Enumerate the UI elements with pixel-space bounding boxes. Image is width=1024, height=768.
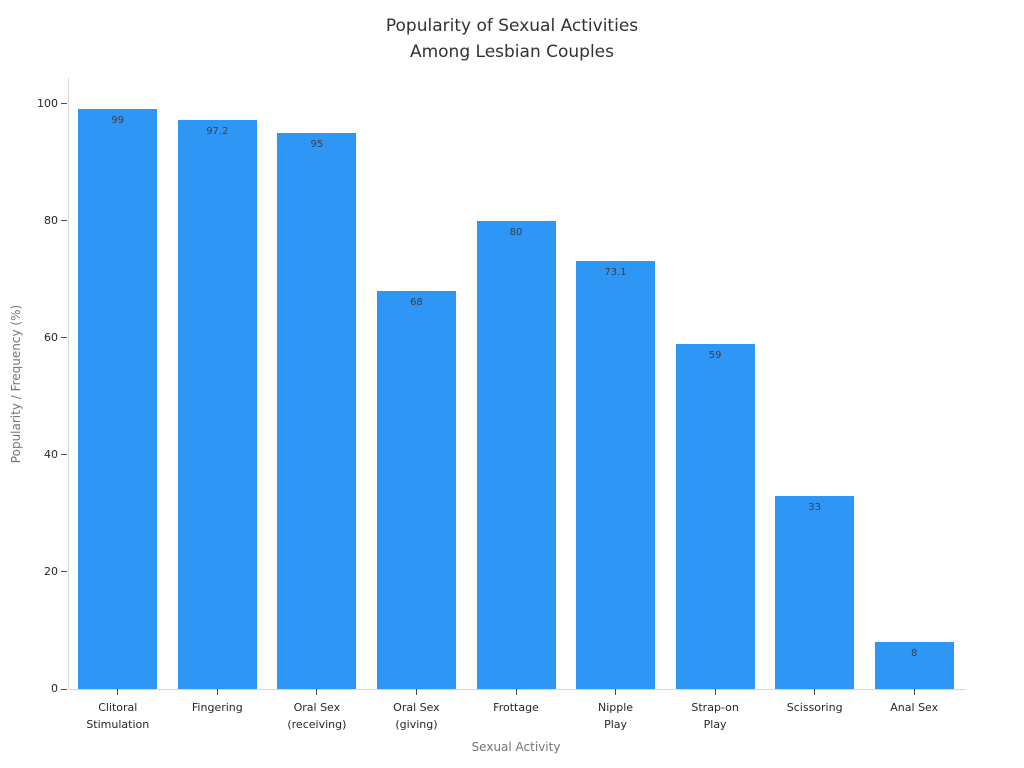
y-tick-mark [61, 571, 67, 573]
y-tick-label: 100 [37, 96, 58, 110]
x-tick-label: Nipple Play [598, 701, 634, 731]
x-tick-label: Oral Sex (giving) [393, 701, 440, 731]
y-tick-mark [61, 688, 67, 690]
y-tick-mark [61, 454, 67, 456]
y-tick-label: 80 [44, 213, 58, 227]
bar-value-label: 33 [808, 501, 822, 513]
bar-5 [476, 220, 556, 689]
bar-value-label: 95 [310, 138, 324, 150]
bar-value-label: 8 [911, 648, 918, 660]
x-tick-mark [216, 689, 218, 695]
x-tick-label: Frottage [493, 701, 539, 714]
y-tick-label: 60 [44, 330, 58, 344]
x-tick-mark [515, 689, 517, 695]
chart-title: Popularity of Sexual Activities Among Le… [385, 16, 639, 62]
bar-1 [78, 109, 158, 689]
y-tick-mark [61, 337, 67, 339]
bar-value-label: 73.1 [604, 266, 627, 278]
bar-9 [874, 642, 954, 689]
bar-value-label: 59 [708, 349, 722, 361]
x-tick-mark [615, 689, 617, 695]
x-axis-title: Sexual Activity [471, 740, 561, 754]
bar-8 [775, 495, 855, 689]
x-tick-label: Oral Sex (receiving) [287, 701, 347, 731]
y-tick-label: 20 [44, 564, 58, 578]
bar-value-label: 80 [509, 226, 523, 238]
x-tick-label: Strap-on Play [691, 701, 739, 731]
x-tick-mark [415, 689, 417, 695]
x-tick-mark [814, 689, 816, 695]
bar-2 [177, 119, 257, 689]
x-tick-label: Clitoral Stimulation [86, 701, 150, 731]
bar-value-label: 68 [410, 296, 423, 308]
x-tick-mark [714, 689, 716, 695]
y-tick-label: 40 [44, 447, 58, 461]
x-axis-line [68, 689, 965, 690]
bar-value-label: 97.2 [206, 125, 229, 137]
bar-6 [576, 260, 656, 689]
x-tick-label: Fingering [191, 701, 243, 714]
y-tick-mark [61, 103, 67, 104]
x-tick-mark [117, 689, 119, 695]
y-tick-label: 0 [51, 682, 58, 695]
y-tick-mark [61, 220, 67, 222]
y-axis-title: Popularity / Frequency (%) [9, 304, 23, 464]
x-tick-mark [316, 689, 318, 695]
x-tick-mark [913, 689, 915, 695]
bar-3 [277, 132, 357, 689]
bar-value-label: 99 [111, 115, 125, 127]
x-tick-label: Scissoring [786, 701, 843, 714]
bar-4 [376, 290, 456, 689]
x-tick-label: Anal Sex [890, 701, 939, 714]
y-axis-line [68, 78, 69, 690]
bar-7 [675, 343, 755, 689]
